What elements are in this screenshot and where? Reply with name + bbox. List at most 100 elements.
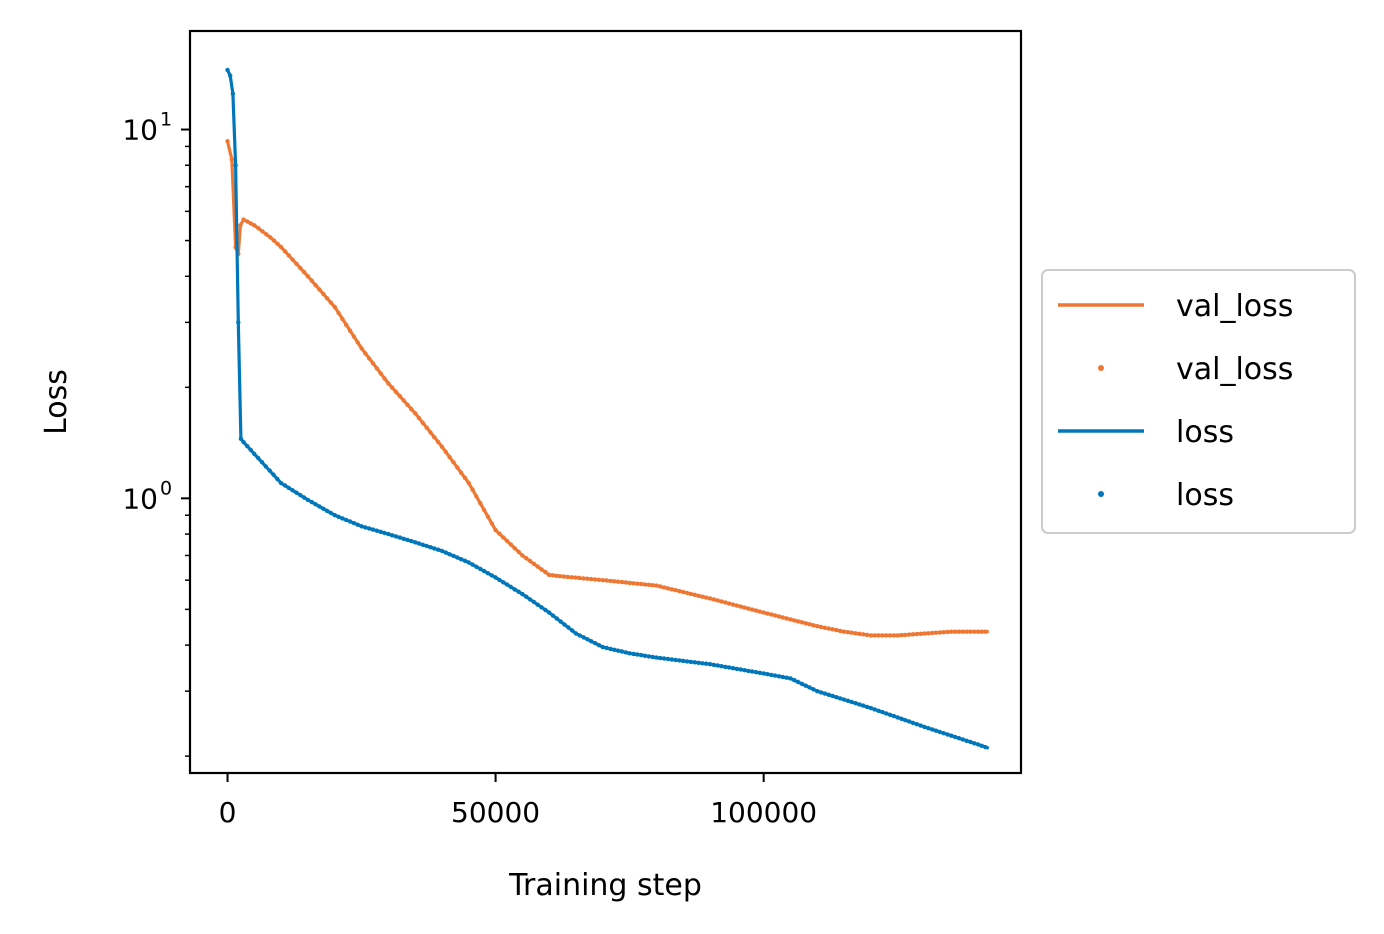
- series-point-val_loss: [661, 585, 667, 590]
- series-point-loss: [470, 562, 475, 567]
- series-point-loss: [772, 673, 778, 678]
- series-point-loss: [654, 655, 659, 660]
- series-point-val_loss: [784, 616, 789, 621]
- series-point-loss: [669, 657, 674, 662]
- series-point-val_loss: [715, 598, 720, 603]
- series-point-loss: [241, 440, 246, 445]
- series-point-val_loss: [677, 588, 682, 594]
- series-point-val_loss: [436, 439, 441, 445]
- series-point-val_loss: [374, 366, 380, 371]
- series-point-val_loss: [573, 575, 578, 580]
- series-point-val_loss: [719, 599, 724, 604]
- series-point-loss: [765, 672, 770, 677]
- series-point-val_loss: [952, 629, 958, 634]
- series-point-loss: [550, 613, 556, 618]
- series-point-loss: [225, 67, 230, 73]
- series-point-loss: [807, 685, 812, 690]
- series-point-loss: [968, 739, 973, 745]
- series-point-val_loss: [531, 561, 537, 566]
- series-point-loss: [256, 455, 261, 461]
- series-point-loss: [447, 552, 452, 557]
- series-point-val_loss: [462, 475, 468, 481]
- series-point-loss: [811, 687, 816, 692]
- series-point-val_loss: [895, 633, 900, 638]
- series-point-val_loss: [742, 605, 747, 610]
- series-point-loss: [390, 533, 395, 538]
- series-point-loss: [416, 541, 422, 546]
- series-point-loss: [979, 743, 984, 748]
- series-point-loss: [719, 664, 724, 669]
- series-point-val_loss: [707, 596, 713, 601]
- series-point-loss: [317, 504, 322, 509]
- series-point-val_loss: [596, 577, 602, 582]
- series-point-val_loss: [447, 454, 452, 460]
- series-point-loss: [309, 499, 314, 505]
- series-point-val_loss: [845, 630, 851, 635]
- series-point-val_loss: [470, 487, 475, 492]
- series-point-loss: [558, 619, 563, 624]
- series-point-loss: [355, 522, 360, 527]
- series-point-loss: [493, 575, 498, 580]
- series-point-loss: [474, 564, 479, 569]
- series-point-loss: [547, 610, 552, 615]
- series-point-val_loss: [623, 580, 628, 585]
- series-point-val_loss: [750, 607, 755, 612]
- series-point-loss: [788, 676, 793, 681]
- series-point-loss: [930, 727, 935, 732]
- series-point-loss: [880, 709, 885, 715]
- series-point-val_loss: [455, 465, 460, 470]
- series-point-val_loss: [588, 576, 594, 582]
- series-point-loss: [478, 566, 483, 572]
- series-point-val_loss: [704, 595, 709, 600]
- series-point-val_loss: [458, 470, 464, 475]
- series-point-loss: [374, 528, 380, 533]
- series-point-loss: [321, 506, 326, 511]
- series-point-loss: [612, 647, 617, 652]
- series-point-loss: [589, 639, 594, 644]
- series-point-loss: [727, 665, 732, 670]
- x-tick-label: 50000: [451, 796, 540, 829]
- series-point-val_loss: [397, 394, 403, 399]
- series-point-loss: [585, 637, 590, 642]
- series-point-val_loss: [252, 223, 257, 228]
- series-point-loss: [436, 547, 441, 552]
- series-point-loss: [753, 670, 759, 675]
- series-point-loss: [301, 495, 307, 500]
- series-point-val_loss: [508, 542, 514, 547]
- series-point-loss: [596, 643, 602, 648]
- x-axis-label: Training step: [508, 868, 702, 903]
- series-point-loss: [424, 543, 429, 549]
- series-point-loss: [661, 656, 667, 661]
- series-point-val_loss: [324, 296, 330, 301]
- series-point-loss: [485, 571, 491, 576]
- series-point-val_loss: [872, 633, 877, 638]
- series-point-val_loss: [264, 232, 269, 237]
- series-point-val_loss: [275, 241, 280, 247]
- series-point-loss: [604, 645, 609, 651]
- series-point-val_loss: [910, 632, 916, 637]
- series-point-val_loss: [684, 590, 690, 596]
- series-point-loss: [952, 734, 958, 740]
- series-point-val_loss: [638, 581, 644, 587]
- series-point-loss: [826, 692, 831, 697]
- series-point-loss: [623, 650, 628, 655]
- series-point-loss: [278, 480, 284, 486]
- legend-dot-swatch: [1098, 491, 1104, 497]
- y-tick-exponent: 1: [160, 109, 172, 131]
- series-point-val_loss: [857, 631, 862, 636]
- series-point-val_loss: [451, 460, 456, 465]
- series-point-val_loss: [776, 614, 782, 619]
- series-point-loss: [750, 669, 755, 674]
- series-point-loss: [409, 538, 414, 544]
- series-point-loss: [462, 558, 468, 563]
- series-point-loss: [378, 529, 383, 534]
- plot-area-frame: [188, 29, 1023, 775]
- series-point-loss: [857, 702, 862, 707]
- series-point-loss: [677, 658, 682, 663]
- legend-label: loss: [1176, 415, 1234, 450]
- series-point-loss: [370, 527, 376, 532]
- series-point-val_loss: [960, 629, 965, 634]
- series-point-val_loss: [432, 435, 437, 440]
- series-point-loss: [363, 525, 368, 530]
